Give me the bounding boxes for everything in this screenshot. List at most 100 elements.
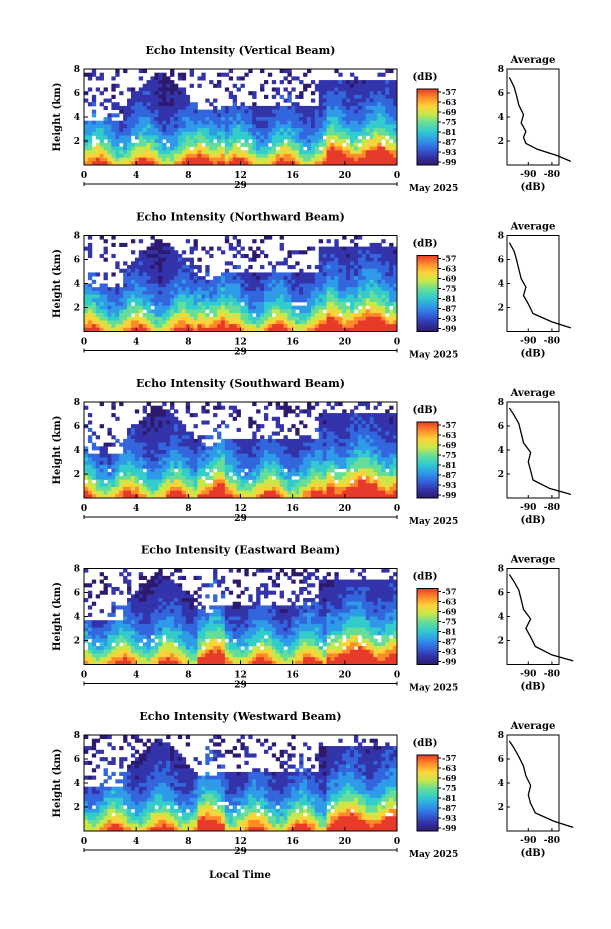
heatmap-cell [217,128,222,133]
heatmap-cell [170,69,175,74]
heatmap-cell [248,416,253,421]
heatmap-cell [107,483,112,488]
heatmap-cell [162,446,167,451]
heatmap-cell [334,139,339,144]
heatmap-cell [381,124,386,129]
heatmap-cell [338,80,343,85]
heatmap-cell [318,313,324,318]
heatmap-cell [170,327,175,332]
heatmap-cell [346,279,351,284]
heatmap-cell [330,146,335,151]
heatmap-cell [173,457,179,462]
heatmap-cell [334,98,339,103]
heatmap-cell [115,105,120,111]
heatmap-cell [189,461,194,466]
heatmap-cell [91,486,97,492]
heatmap-cell [95,157,101,162]
heatmap-cell [248,490,253,495]
heatmap-cell [303,153,308,159]
heatmap-cell [127,117,132,122]
heatmap-cell [173,438,179,444]
heatmap-cell [146,283,151,288]
heatmap-cell [181,472,187,477]
heatmap-cell [209,287,214,292]
heatmap-cell [303,483,308,488]
heatmap-cell [361,435,367,440]
heatmap-cell [271,142,277,147]
heatmap-cell [279,128,284,133]
heatmap-cell [357,424,363,429]
heatmap-cell [228,290,234,295]
heatmap-cell [377,135,382,140]
heatmap-cell [123,69,128,74]
heatmap-cell [240,453,245,458]
heatmap-cell [263,413,269,418]
heatmap-cell [303,124,308,129]
heatmap-cell [232,287,237,292]
heatmap-cell [127,309,132,314]
heatmap-cell [173,98,179,103]
heatmap-cell [365,87,371,92]
x-tick-label: 0 [394,504,400,514]
heatmap-cell [123,161,128,166]
heatmap-cell [385,309,390,314]
heatmap-cell [170,438,175,444]
heatmap-cell [389,153,394,159]
heatmap-cell [107,124,112,129]
heatmap-cell [107,135,112,140]
heatmap-cell [146,139,151,144]
heatmap-cell [209,457,214,462]
heatmap-cell [134,298,140,303]
heatmap-cell [177,475,183,480]
heatmap-cell [389,157,394,162]
heatmap-cell [228,301,234,307]
heatmap-cell [99,472,104,477]
heatmap-cell [170,287,175,292]
heatmap-cell [353,435,359,440]
heatmap-cell [154,416,159,421]
heatmap-cell [150,150,155,155]
heatmap-cell [201,287,206,292]
heatmap-cell [150,409,155,414]
heatmap-cell [185,287,191,292]
heatmap-cell [389,142,394,147]
heatmap-cell [307,276,312,281]
heatmap-cell [146,464,151,469]
heatmap-cell [87,120,93,125]
heatmap-cell [326,431,331,436]
heatmap-cell [346,268,351,273]
heatmap-cell [142,438,147,444]
heatmap-cell [291,479,296,484]
heatmap-cell [228,272,234,277]
heatmap-cell [389,253,394,259]
heatmap-cell [373,435,378,440]
heatmap-cell [260,87,265,92]
heatmap-cell [353,316,359,321]
heatmap-cell [177,102,183,107]
heatmap-cell [393,457,398,462]
heatmap-cell [177,457,183,462]
heatmap-cell [166,486,171,492]
heatmap-cell [256,442,261,447]
heatmap-cell [365,94,371,99]
heatmap-cell [236,457,241,462]
heatmap-cell [361,316,367,321]
heatmap-cell [357,276,363,281]
heatmap-cell [295,305,300,310]
heatmap-cell [263,272,269,277]
heatmap-cell [205,446,210,451]
heatmap-cell [232,490,237,495]
heatmap-cell [334,105,339,111]
heatmap-cell [228,117,234,122]
heatmap-cell [373,290,378,295]
heatmap-cell [342,80,347,85]
heatmap-cell [322,272,327,277]
heatmap-cell [357,464,363,469]
heatmap-cell [170,494,175,499]
heatmap-cell [193,150,198,155]
heatmap-cell [389,283,394,288]
heatmap-cell [84,653,89,658]
heatmap-cell [189,268,194,273]
heatmap-cell [357,450,363,455]
heatmap-cell [256,453,261,458]
